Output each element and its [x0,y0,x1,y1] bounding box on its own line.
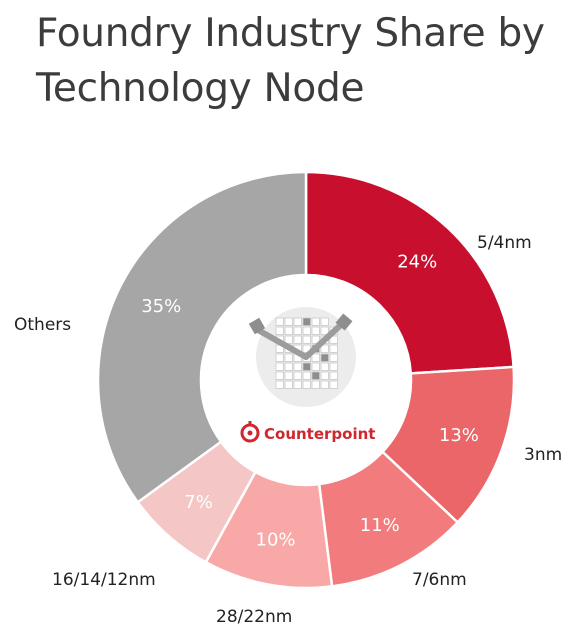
slice-value-label: 10% [256,530,296,551]
slice-category-label: 5/4nm [477,233,532,253]
wafer-clock-icon [248,307,356,407]
slice-category-label: 3nm [524,445,562,465]
slice-value-label: 7% [184,492,213,513]
slice-category-labels: 5/4nm 3nm 7/6nm 28/22nm 16/14/12nm Others [14,233,562,627]
slice-value-labels: 24% 13% 11% 10% 7% 35% [141,252,479,551]
slice-value-label: 24% [397,252,437,273]
slice-category-label: Others [14,315,71,335]
logo-text: Counterpoint [264,425,375,443]
counterpoint-logo: Counterpoint [240,307,375,443]
slice-category-label: 28/22nm [216,607,292,627]
slice-value-label: 35% [141,296,181,317]
donut-slices [96,170,516,590]
chart-title: Foundry Industry Share by Technology Nod… [36,11,545,111]
slice-category-label: 7/6nm [412,570,467,590]
counterpoint-mark-icon [240,421,260,443]
slice-category-label: 16/14/12nm [52,570,156,590]
slice-value-label: 11% [360,515,400,536]
slice-value-label: 13% [439,425,479,446]
